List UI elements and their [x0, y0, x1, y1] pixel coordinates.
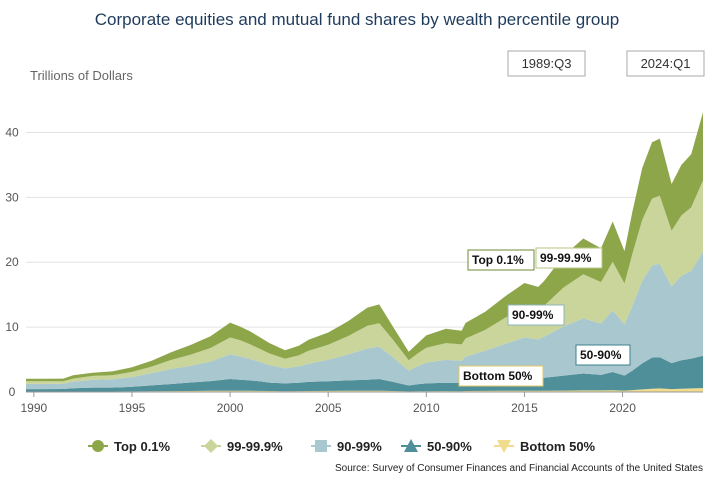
legend-label: 90-99% [337, 439, 382, 454]
legend-label: Top 0.1% [114, 439, 171, 454]
legend-marker-icon [315, 440, 327, 452]
area-90-99-[interactable] [26, 251, 703, 390]
legend-marker-icon [497, 440, 511, 453]
x-tick-label: 2020 [609, 401, 636, 415]
area-label: 99-99.9% [535, 247, 603, 269]
area-bottom-50-[interactable] [26, 388, 703, 392]
x-tick-label: 2000 [217, 401, 244, 415]
legend-marker-icon [404, 439, 418, 452]
range-end-box[interactable]: 2024:Q1 [626, 50, 705, 77]
y-tick-label: 30 [5, 190, 19, 204]
area-label-text: 99-99.9% [540, 251, 592, 265]
x-tick-label: 2015 [511, 401, 538, 415]
legend-item[interactable]: 50-90% [401, 439, 472, 454]
chart-title: Corporate equities and mutual fund share… [95, 10, 620, 29]
legend-item[interactable]: 99-99.9% [201, 439, 283, 454]
unit-label: Trillions of Dollars [30, 68, 133, 83]
x-tick-label: 2010 [413, 401, 440, 415]
legend-label: Bottom 50% [520, 439, 596, 454]
area-label-box [575, 344, 631, 366]
legend-marker-icon [92, 440, 104, 452]
legend-label: 50-90% [427, 439, 472, 454]
y-tick-label: 10 [5, 320, 19, 334]
source-note: Source: Survey of Consumer Finances and … [335, 463, 703, 474]
area-99-99-9-[interactable] [26, 180, 703, 384]
legend-label: 99-99.9% [227, 439, 283, 454]
area-label: Bottom 50% [458, 365, 544, 387]
legend-marker-icon [204, 439, 218, 453]
area-label-text: Top 0.1% [472, 253, 524, 267]
y-tick-label: 20 [5, 255, 19, 269]
legend-item[interactable]: Bottom 50% [494, 439, 596, 454]
legend-item[interactable]: Top 0.1% [88, 439, 171, 454]
area-label: Top 0.1% [467, 249, 535, 271]
y-tick-label: 40 [5, 125, 19, 139]
area-label-text: 50-90% [580, 348, 622, 362]
area-label-box [467, 249, 535, 271]
axes: 1990 1995 2000 2005 2010 2015 2020 [20, 391, 703, 415]
range-start-box[interactable]: 1989:Q3 [507, 50, 586, 77]
area-label-text: 90-99% [512, 308, 554, 322]
x-tick-label: 2005 [315, 401, 342, 415]
area-label-box [507, 304, 565, 326]
x-tick-label: 1990 [20, 401, 47, 415]
area-label-text: Bottom 50% [463, 369, 533, 383]
area-label-box [535, 247, 603, 269]
y-tick-label: 0 [9, 385, 16, 399]
x-tick-label: 1995 [119, 401, 146, 415]
range-start-label: 1989:Q3 [522, 56, 572, 71]
area-labels: Top 0.1% 99-99.9% 90-99% 50-90% Bottom 50% [458, 247, 631, 387]
area-label-box [458, 365, 544, 387]
legend-item[interactable]: 90-99% [311, 439, 382, 454]
area-label: 50-90% [575, 344, 631, 366]
area-label: 90-99% [507, 304, 565, 326]
range-end-label: 2024:Q1 [641, 56, 691, 71]
legend: Top 0.1% 99-99.9% 90-99% 50-90% Bottom 50% [88, 439, 596, 454]
